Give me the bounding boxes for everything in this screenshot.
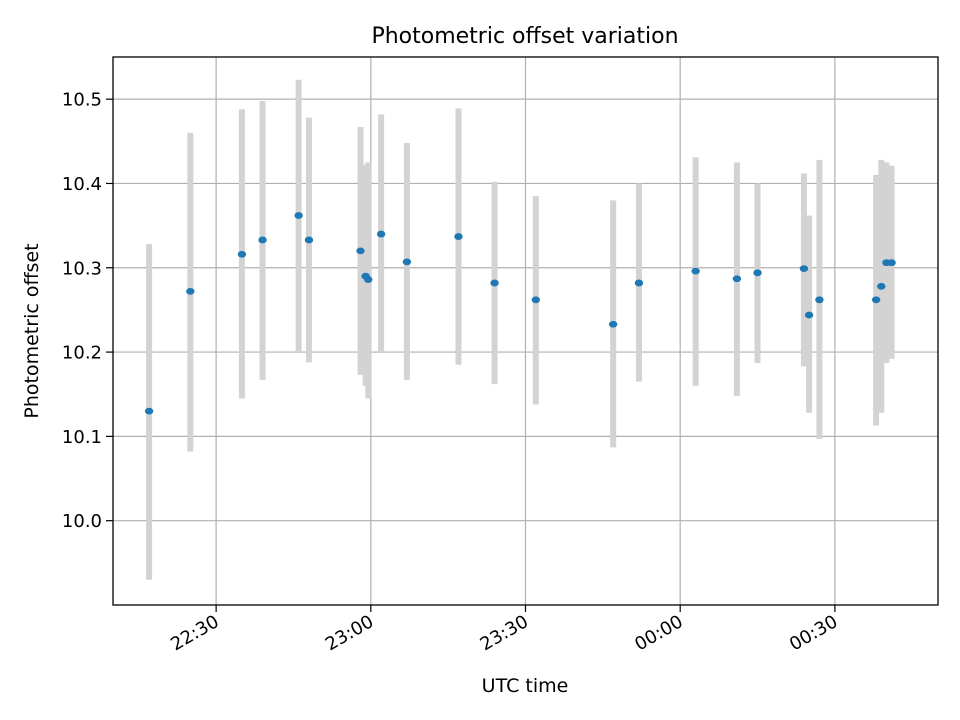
x-tick-label: 22:30 — [167, 611, 222, 655]
data-point — [304, 236, 314, 244]
data-point — [454, 233, 463, 240]
x-tick-label: 23:30 — [477, 611, 532, 655]
data-point — [294, 212, 303, 219]
data-point — [490, 279, 499, 287]
data-point — [364, 276, 373, 283]
data-point — [732, 275, 742, 283]
y-tick-label: 10.4 — [62, 174, 102, 195]
y-tick-label: 10.5 — [62, 90, 102, 111]
data-point — [237, 250, 247, 258]
x-tick-label: 00:30 — [786, 611, 841, 655]
data-point — [753, 269, 762, 277]
x-axis-ticks: 22:30 23:00 23:30 00:00 00:30 — [167, 605, 841, 655]
data-point — [799, 265, 809, 273]
y-tick-label: 10.3 — [62, 258, 102, 279]
data-point — [877, 282, 886, 290]
data-point — [356, 247, 365, 255]
data-point — [402, 258, 412, 266]
data-point — [531, 296, 541, 304]
data-point — [691, 267, 700, 275]
y-tick-label: 10.2 — [62, 343, 102, 364]
y-axis-ticks: 10.0 10.1 10.2 10.3 10.4 10.5 — [62, 90, 113, 532]
y-tick-label: 10.1 — [62, 427, 102, 448]
data-point — [186, 287, 195, 295]
data-point — [887, 259, 896, 267]
data-point — [144, 407, 154, 415]
y-tick-label: 10.0 — [62, 511, 102, 532]
data-point — [376, 230, 386, 238]
data-point — [804, 311, 814, 319]
y-axis-label: Photometric offset — [21, 243, 43, 418]
data-point — [871, 296, 881, 304]
x-axis-label: UTC time — [482, 675, 569, 697]
grid-lines — [113, 57, 938, 605]
chart-title: Photometric offset variation — [371, 24, 678, 49]
data-points — [144, 212, 896, 415]
error-bars — [146, 79, 895, 580]
x-tick-label: 23:00 — [322, 611, 377, 655]
x-tick-label: 00:00 — [631, 611, 686, 655]
data-point — [815, 296, 824, 304]
data-point — [608, 320, 618, 328]
data-point — [258, 236, 267, 244]
data-point — [634, 279, 644, 287]
